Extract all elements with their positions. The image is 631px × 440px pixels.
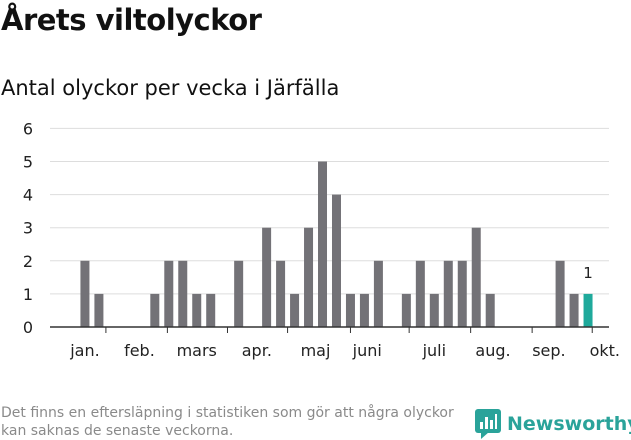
- bar-week-9: [164, 260, 174, 327]
- bar-week-4: [94, 293, 104, 327]
- bar-week-18: [290, 293, 300, 327]
- bar-week-8: [150, 293, 160, 327]
- footnote: Det finns en eftersläpning i statistiken…: [1, 405, 454, 439]
- chart-title: Årets viltolyckor: [1, 3, 262, 37]
- bar-week-14: [234, 260, 244, 327]
- bar-week-28: [429, 293, 439, 327]
- bar-week-37: [555, 260, 565, 327]
- y-tick-label-0: 0: [23, 318, 33, 337]
- bar-week-31: [471, 227, 481, 327]
- bar-week-26: [401, 293, 411, 327]
- x-tick-label-3: mars: [177, 341, 217, 360]
- bar-data-label-week-39: 1: [583, 264, 593, 282]
- y-tick-label-5: 5: [23, 153, 33, 172]
- y-tick-label-4: 4: [23, 186, 33, 205]
- bar-week-32: [485, 293, 495, 327]
- x-tick-label-6: juni: [352, 341, 382, 360]
- x-tick-label-4: apr.: [242, 341, 272, 360]
- bar-week-10: [178, 260, 188, 327]
- x-tick-label-8: aug.: [475, 341, 510, 360]
- y-tick-label-2: 2: [23, 252, 33, 271]
- bar-week-21: [331, 194, 341, 327]
- bar-week-27: [415, 260, 425, 327]
- bar-week-3: [80, 260, 90, 327]
- bar-week-29: [443, 260, 453, 327]
- y-tick-label-6: 6: [23, 119, 33, 138]
- x-tick-label-9: sep.: [532, 341, 565, 360]
- x-tick-label-2: feb.: [124, 341, 155, 360]
- x-tick-label-7: juli: [422, 341, 446, 360]
- newsworthy-logo-text: Newsworthy: [507, 413, 631, 435]
- y-tick-label-3: 3: [23, 219, 33, 238]
- bar-week-16: [262, 227, 272, 327]
- bar-week-22: [345, 293, 355, 327]
- bar-week-17: [276, 260, 286, 327]
- y-tick-label-1: 1: [23, 285, 33, 304]
- bar-week-11: [192, 293, 202, 327]
- chart-subtitle: Antal olyckor per vecka i Järfälla: [1, 76, 340, 100]
- bar-chart: 0 1 2 3 4 5 6 1 jan. feb. mars apr. maj juni juli aug. s…: [23, 119, 620, 360]
- newsworthy-logo-icon: [475, 409, 501, 439]
- bar-week-19: [304, 227, 314, 327]
- bar-week-30: [457, 260, 467, 327]
- bar-week-24: [373, 260, 383, 327]
- bar-week-20: [318, 161, 328, 327]
- x-tick-label-5: maj: [301, 341, 331, 360]
- bar-week-23: [359, 293, 369, 327]
- bar-week-39: [583, 293, 593, 327]
- x-tick-label-10: okt.: [590, 341, 620, 360]
- newsworthy-logo: Newsworthy: [475, 408, 631, 440]
- x-tick-label-1: jan.: [69, 341, 99, 360]
- bar-week-38: [569, 293, 579, 327]
- bar-week-12: [206, 293, 216, 327]
